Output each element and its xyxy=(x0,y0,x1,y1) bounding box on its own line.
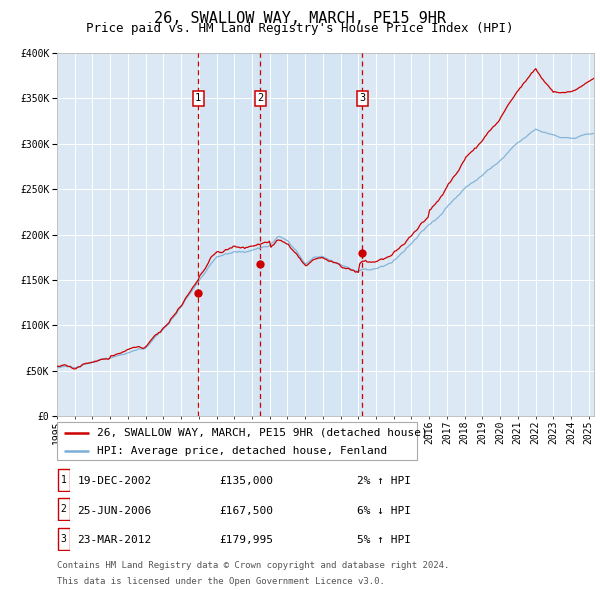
Text: 2% ↑ HPI: 2% ↑ HPI xyxy=(357,476,411,486)
Text: £179,995: £179,995 xyxy=(219,535,273,545)
Text: 1: 1 xyxy=(195,93,202,103)
Text: 23-MAR-2012: 23-MAR-2012 xyxy=(77,535,152,545)
Text: 5% ↑ HPI: 5% ↑ HPI xyxy=(357,535,411,545)
Text: 3: 3 xyxy=(61,534,67,543)
Bar xyxy=(260,53,362,416)
Text: £167,500: £167,500 xyxy=(219,506,273,516)
Text: £135,000: £135,000 xyxy=(219,476,273,486)
Bar xyxy=(198,53,260,416)
Text: HPI: Average price, detached house, Fenland: HPI: Average price, detached house, Fenl… xyxy=(97,445,387,455)
FancyBboxPatch shape xyxy=(58,469,70,490)
Text: 6% ↓ HPI: 6% ↓ HPI xyxy=(357,506,411,516)
FancyBboxPatch shape xyxy=(58,499,70,520)
Text: 3: 3 xyxy=(359,93,365,103)
Text: This data is licensed under the Open Government Licence v3.0.: This data is licensed under the Open Gov… xyxy=(57,577,385,586)
FancyBboxPatch shape xyxy=(57,422,417,460)
Text: 25-JUN-2006: 25-JUN-2006 xyxy=(77,506,152,516)
Text: Price paid vs. HM Land Registry's House Price Index (HPI): Price paid vs. HM Land Registry's House … xyxy=(86,22,514,35)
Text: 19-DEC-2002: 19-DEC-2002 xyxy=(77,476,152,486)
FancyBboxPatch shape xyxy=(58,528,70,549)
Text: 2: 2 xyxy=(257,93,263,103)
Text: Contains HM Land Registry data © Crown copyright and database right 2024.: Contains HM Land Registry data © Crown c… xyxy=(57,560,449,569)
Text: 26, SWALLOW WAY, MARCH, PE15 9HR (detached house): 26, SWALLOW WAY, MARCH, PE15 9HR (detach… xyxy=(97,428,427,438)
Text: 1: 1 xyxy=(61,475,67,484)
Text: 2: 2 xyxy=(61,504,67,514)
Text: 26, SWALLOW WAY, MARCH, PE15 9HR: 26, SWALLOW WAY, MARCH, PE15 9HR xyxy=(154,11,446,25)
